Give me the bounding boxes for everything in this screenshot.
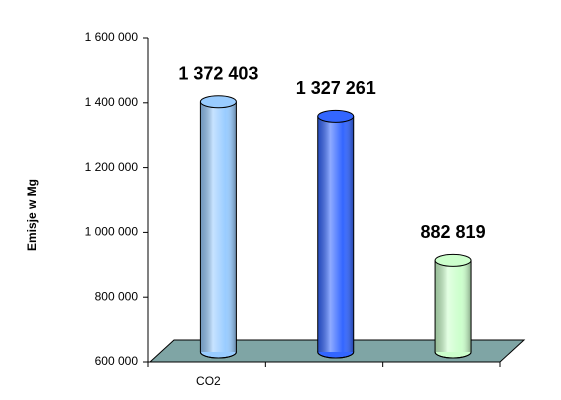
value-label: 1 372 403 — [178, 63, 258, 83]
y-tick-label: 800 000 — [95, 289, 139, 303]
value-label: 1 327 261 — [296, 78, 376, 98]
bar-part — [434, 260, 472, 359]
bar-part — [317, 116, 355, 359]
bar-part — [317, 116, 354, 353]
bar-part — [434, 253, 472, 267]
bar-part — [199, 101, 237, 359]
y-tick-label: 600 000 — [95, 354, 139, 368]
y-tick-label: 1 400 000 — [85, 95, 139, 109]
bar — [434, 253, 472, 359]
y-axis-label: Emisje w Mg — [25, 179, 39, 251]
y-tick-label: 1 000 000 — [85, 225, 139, 239]
x-tick-label: CO2 — [196, 374, 221, 388]
bar — [199, 95, 237, 359]
bar — [317, 109, 355, 359]
bar-part — [199, 95, 237, 109]
y-tick-label: 1 200 000 — [85, 160, 139, 174]
bar-part — [200, 101, 237, 352]
y-tick-label: 1 600 000 — [85, 30, 139, 44]
value-label: 882 819 — [421, 222, 486, 242]
bar-part — [317, 109, 355, 123]
bar-part — [435, 260, 472, 352]
